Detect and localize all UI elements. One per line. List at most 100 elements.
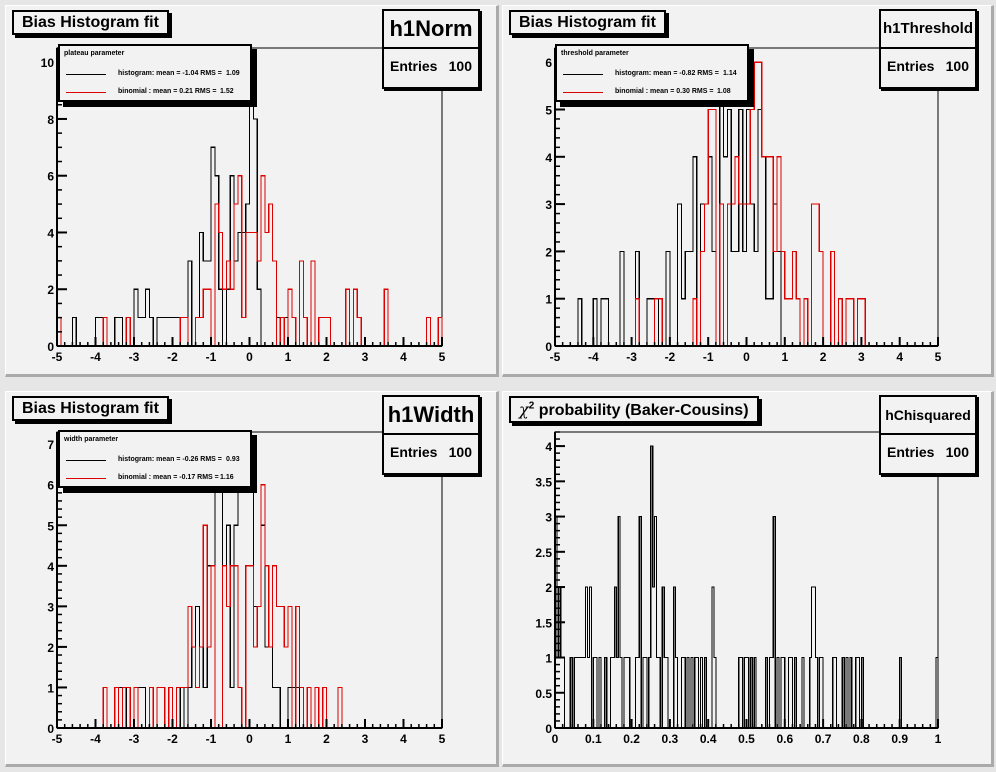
x-tick-label: 0.8 [853,732,870,746]
chart-title: Bias Histogram fit [12,10,169,35]
x-tick-label: 2 [323,732,330,746]
legend: plateau parameter histogram: mean = -1.0… [58,44,252,102]
legend-rms-histogram: 1.09 [226,70,240,77]
legend-line-histogram [66,74,106,75]
x-tick-label: 1 [285,350,292,364]
legend: threshold parameter histogram: mean = -0… [555,44,749,102]
legend-header: plateau parameter [64,50,125,57]
histogram-series-histogram [554,445,939,729]
histogram-series-binomial [555,61,938,347]
y-tick-label: 8 [47,113,54,127]
x-tick-label: 5 [439,732,446,746]
y-tick-label: 1 [545,293,552,307]
legend-line-binomial [66,92,106,93]
stats-name: h1Width [384,397,478,435]
stats-entries-row: Entries 100 [881,49,975,83]
x-tick-label: 0.7 [815,732,832,746]
stats-entries-label: Entries [390,58,438,74]
legend-line-histogram [563,74,603,75]
stats-entries-value: 100 [945,58,969,74]
stats-entries-label: Entries [887,444,935,460]
legend-label-binomial: binomial : mean = -0.17 RMS = [118,474,219,481]
y-tick-label: 4 [47,226,54,240]
x-tick-label: -2 [167,350,178,364]
x-tick-label: -3 [129,732,140,746]
stats-box: h1Width Entries 100 [382,395,480,475]
x-tick-label: -1 [206,732,217,746]
y-tick-label: 5 [545,103,552,117]
legend-line-binomial [563,92,603,93]
y-tick-label: 1 [545,652,552,666]
x-tick-label: 0 [246,732,253,746]
x-tick-label: 0.5 [738,732,755,746]
legend-rms-histogram: 1.14 [723,70,737,77]
stats-entries-row: Entries 100 [384,49,478,83]
y-tick-label: 4 [545,151,552,165]
legend-label-histogram: histogram: mean = -0.82 RMS = [615,70,719,77]
chart-title-rest: probability (Baker-Cousins) [534,402,749,419]
legend: width parameter histogram: mean = -0.26 … [58,430,252,488]
y-tick-label: 6 [545,56,552,70]
x-tick-label: -1 [703,350,714,364]
x-tick-label: 3 [362,732,369,746]
legend-line-histogram [66,460,106,461]
x-tick-label: 4 [896,350,903,364]
histogram-series-binomial [57,484,442,729]
stats-entries-label: Entries [390,444,438,460]
chart-title-sup: 2 [528,400,535,412]
y-tick-label: 2 [47,283,54,297]
x-tick-label: -3 [129,350,140,364]
stats-entries-value: 100 [448,444,472,460]
stats-box: h1Threshold Entries 100 [879,9,977,89]
pad-hchisquared: 0 0.1 0.2 0.3 0.4 0.5 0.6 0.7 0.8 0.9 1 0 0.5 1 1.5 2 2.… [502,391,994,767]
x-tick-label: 4 [400,732,407,746]
x-tick-label: -2 [665,350,676,364]
legend-rms-binomial: 1.08 [717,88,731,95]
x-tick-label: 0 [743,350,750,364]
y-tick-label: 4 [545,440,552,454]
legend-rms-binomial: 1.16 [220,474,234,481]
stats-box: hChisquared Entries 100 [879,395,977,475]
y-tick-label: 0 [545,722,552,736]
y-tick-label: 4 [47,560,54,574]
pad-h1width: -5 -4 -3 -2 -1 0 1 2 3 4 5 0 1 2 3 4 5 6 7 Bias Histogram … [5,391,499,767]
stats-name: h1Norm [384,11,478,49]
x-tick-label: -2 [167,732,178,746]
y-tick-label: 0 [47,340,54,354]
pad-h1norm: -5 -4 -3 -2 -1 0 1 2 3 4 5 0 2 4 6 8 10 Bias Histogram f… [5,5,499,377]
y-tick-label: 0 [545,340,552,354]
y-tick-label: 2 [47,641,54,655]
y-tick-label: 3 [545,511,552,525]
legend-rms-histogram: 0.93 [226,456,240,463]
stats-entries-value: 100 [945,444,969,460]
y-tick-label: 0 [47,722,54,736]
stats-entries-row: Entries 100 [881,435,975,469]
legend-label-binomial: binomial : mean = 0.21 RMS = [118,88,217,95]
x-tick-label: 2 [820,350,827,364]
stats-entries-label: Entries [887,58,935,74]
x-tick-label: 0.1 [585,732,602,746]
legend-header: threshold parameter [561,50,629,57]
x-tick-label: 0.6 [776,732,793,746]
chart-title: Bias Histogram fit [509,10,666,35]
chart-h1norm: -5 -4 -3 -2 -1 0 1 2 3 4 5 0 2 4 6 8 10 [41,47,446,364]
stats-name: hChisquared [881,397,975,435]
x-tick-label: -4 [588,350,599,364]
x-tick-label: 0 [552,732,559,746]
y-tick-label: 3 [47,600,54,614]
x-tick-label: 1 [285,732,292,746]
y-tick-label: 1.5 [535,616,552,630]
x-tick-label: 3 [858,350,865,364]
x-tick-label: -5 [550,350,561,364]
x-tick-label: 2 [323,350,330,364]
x-tick-label: -3 [626,350,637,364]
y-tick-label: 6 [47,479,54,493]
pad-h1threshold: -5 -4 -3 -2 -1 0 1 2 3 4 5 0 1 2 3 4 5 6 Bias Histogram f… [502,5,994,377]
legend-label-binomial: binomial : mean = 0.30 RMS = [615,88,714,95]
y-tick-label: 3 [545,198,552,212]
chart-title: Bias Histogram fit [12,396,169,421]
y-tick-label: 7 [47,438,54,452]
x-tick-label: 1 [935,732,942,746]
y-tick-label: 0.5 [535,687,552,701]
stats-entries-row: Entries 100 [384,435,478,469]
